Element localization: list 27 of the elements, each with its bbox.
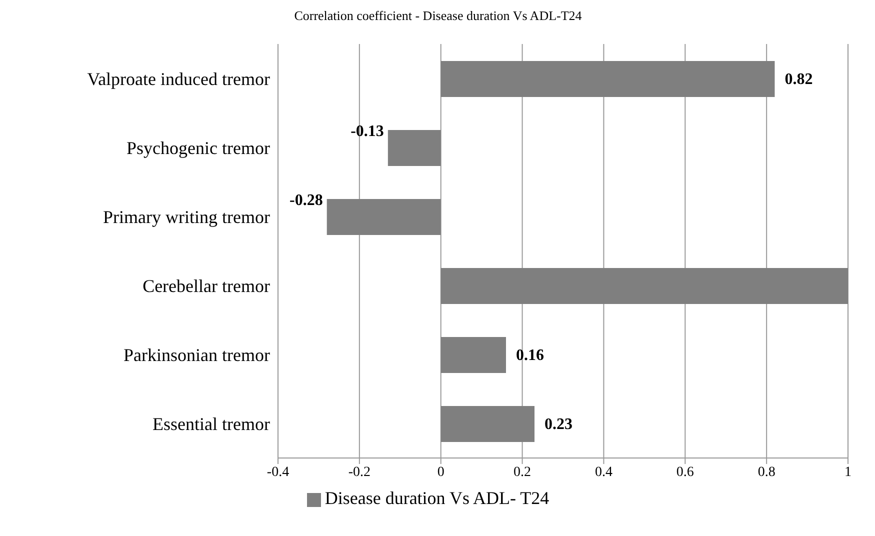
data-label: -0.28 xyxy=(290,192,323,209)
x-tick-label: -0.2 xyxy=(348,464,371,480)
x-tick-label: 0.2 xyxy=(514,464,532,480)
x-tick-label: 1 xyxy=(844,464,852,480)
chart-title: Correlation coefficient - Disease duration Vs ADL-T24 xyxy=(293,8,583,24)
y-tick-label: Psychogenic tremor xyxy=(126,138,270,158)
y-tick-label: Cerebellar tremor xyxy=(142,276,270,296)
data-label: -0.13 xyxy=(350,123,384,140)
bar xyxy=(440,337,506,373)
bar xyxy=(388,130,441,166)
x-tick-label: -0.4 xyxy=(266,464,290,480)
bar xyxy=(440,406,534,442)
x-tick-label: 0.6 xyxy=(676,464,694,480)
data-label: 0.82 xyxy=(784,71,813,88)
data-label: 0.23 xyxy=(544,416,572,433)
y-tick-label: Parkinsonian tremor xyxy=(124,344,270,365)
bar xyxy=(440,61,775,97)
bar xyxy=(440,268,848,304)
bar xyxy=(326,199,441,235)
x-tick-label: 0.8 xyxy=(758,464,776,480)
y-tick-label: Valproate induced tremor xyxy=(87,68,270,89)
data-label: 0.16 xyxy=(516,347,544,364)
x-tick-label: 0.4 xyxy=(594,464,612,480)
y-tick-label: Primary writing tremor xyxy=(103,206,270,227)
y-tick-label: Essential tremor xyxy=(152,414,270,434)
x-tick-label: 0 xyxy=(437,464,444,480)
legend-label: Disease duration Vs ADL- T24 xyxy=(324,488,550,508)
